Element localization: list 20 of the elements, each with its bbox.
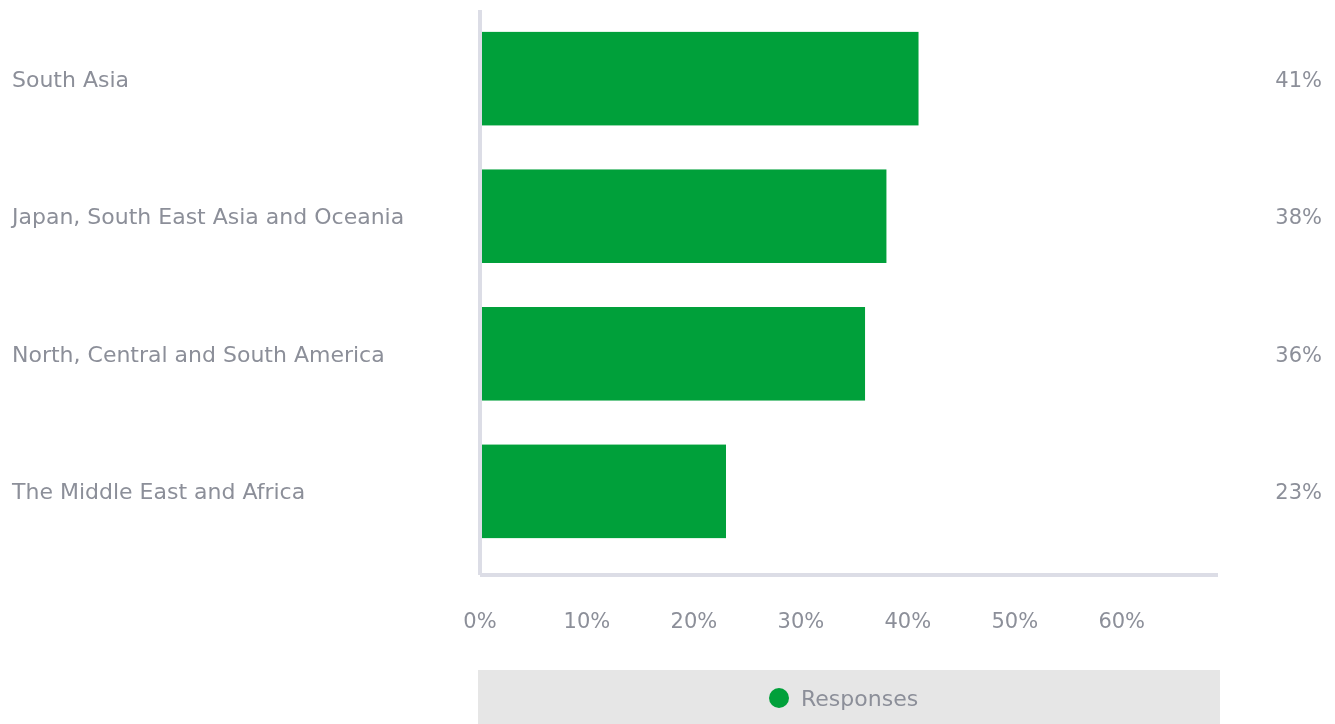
x-tick-label: 0% xyxy=(463,609,497,633)
x-tick-label: 10% xyxy=(563,609,611,633)
x-tick-label: 30% xyxy=(777,609,825,633)
text: 38% xyxy=(1275,205,1322,230)
bar xyxy=(480,307,866,401)
text: 41% xyxy=(1275,67,1322,92)
bar xyxy=(480,169,887,263)
x-tick-label: 40% xyxy=(884,609,932,633)
y-tick-label: South Asia xyxy=(12,66,130,92)
x-tick-label: 60% xyxy=(1098,609,1146,633)
x-tick-label: 50% xyxy=(991,609,1039,633)
bar xyxy=(480,444,726,539)
bar xyxy=(480,31,919,126)
y-tick-label: North, Central and South America xyxy=(12,341,385,367)
y-tick-label: Japan, South East Asia and Oceania xyxy=(10,204,405,230)
legend-label: Responses xyxy=(801,686,919,711)
text: 36% xyxy=(1275,342,1322,367)
y-tick-label: The Middle East and Africa xyxy=(11,479,306,505)
text: 23% xyxy=(1275,480,1322,505)
x-tick-label: 20% xyxy=(670,609,718,633)
